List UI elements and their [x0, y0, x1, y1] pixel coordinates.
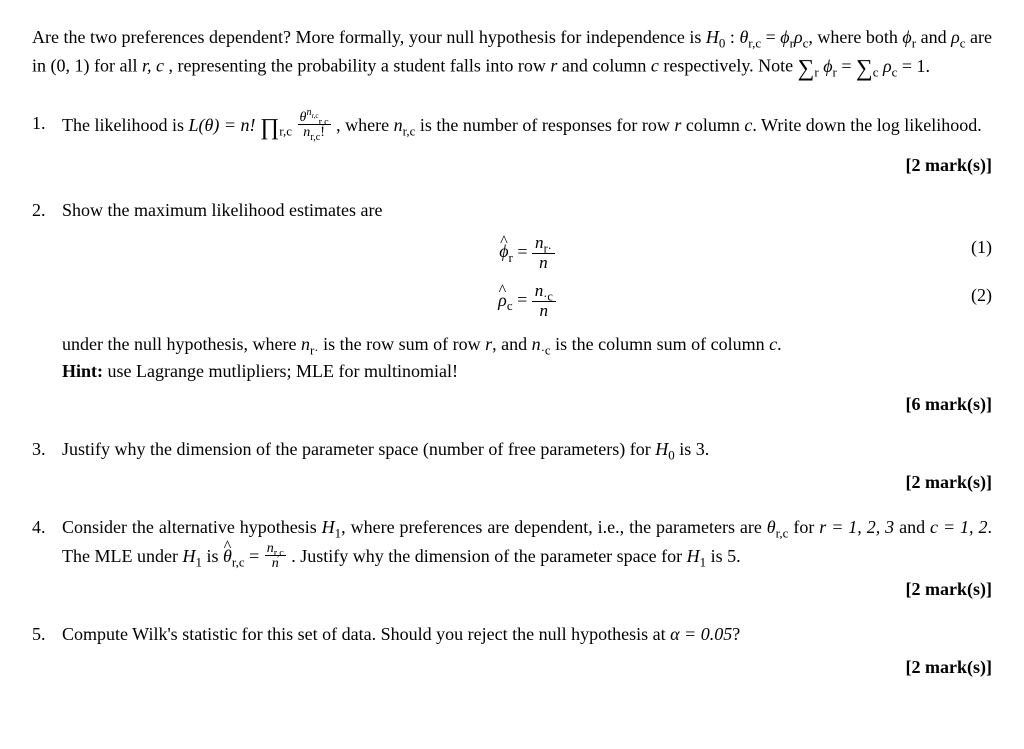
question-3: Justify why the dimension of the paramet… [32, 436, 992, 496]
question-2: Show the maximum likelihood estimates ar… [32, 197, 992, 418]
eq2-tag: (2) [971, 282, 992, 309]
rho-c: ρc [951, 27, 965, 47]
intro-text: and column [562, 56, 651, 76]
q3-text: is 3. [679, 439, 709, 459]
q5-text: Compute Wilk's statistic for this set of… [62, 624, 670, 644]
q4-text: is [202, 546, 223, 566]
r-var: r [550, 56, 557, 76]
q4-text: Consider the alternative hypothesis [62, 517, 322, 537]
q3-marks: [2 mark(s)] [62, 469, 992, 496]
q4-text: is 5. [706, 546, 741, 566]
question-4: Consider the alternative hypothesis H1, … [32, 514, 992, 603]
hint-text: use Lagrange mutlipliers; MLE for multin… [103, 361, 458, 381]
equation-1: ϕr = nr· n (1) [62, 234, 992, 273]
rc-vars: r, c [142, 56, 164, 76]
nrc: nr,c [394, 115, 416, 135]
H1: H1 [687, 546, 706, 566]
question-5: Compute Wilk's statistic for this set of… [32, 621, 992, 681]
intro-text: respectively. Note [663, 56, 797, 76]
c-var: c [651, 56, 659, 76]
intro-text: Are the two preferences dependent? More … [32, 27, 706, 47]
intro-text: and [921, 27, 952, 47]
q2-marks: [6 mark(s)] [62, 391, 992, 418]
r-vals: r = 1, 2, 3 [819, 517, 894, 537]
c-vals: c = 1, 2 [930, 517, 987, 537]
intro-paragraph: Are the two preferences dependent? More … [32, 24, 992, 86]
q5-text: ? [732, 624, 740, 644]
eq1-tag: (1) [971, 234, 992, 261]
q4-text: . Justify why the dimension of the param… [291, 546, 686, 566]
H0: H0 [655, 439, 674, 459]
H1: H1 [322, 517, 341, 537]
q1-text: , where [336, 115, 393, 135]
question-1: The likelihood is L(θ) = n! ∏r,c θnr,cr,… [32, 110, 992, 179]
q4-text: for [793, 517, 819, 537]
q4-mle: θr,c = nr,c n [223, 546, 291, 566]
equation-2: ρc = n·c n (2) [62, 282, 992, 321]
q1-likelihood-expr: L(θ) = n! ∏r,c θnr,cr,c nr,c! [188, 115, 336, 135]
question-list: The likelihood is L(θ) = n! ∏r,c θnr,cr,… [32, 110, 992, 681]
H1: H1 [182, 546, 201, 566]
q2-hint: Hint: use Lagrange mutlipliers; MLE for … [62, 358, 992, 385]
q4-text: , where preferences are dependent, i.e.,… [341, 517, 767, 537]
alpha: α = 0.05 [670, 624, 732, 644]
theta-rc: θr,c [767, 517, 789, 537]
intro-text: where both [817, 27, 902, 47]
q1-marks: [2 mark(s)] [62, 152, 992, 179]
sum-constraint: ∑r ϕr = ∑c ρc = 1. [798, 56, 930, 76]
q2-followup: under the null hypothesis, where nr· is … [62, 331, 992, 358]
phi-r: ϕr [902, 27, 916, 47]
q1-text: The likelihood is [62, 115, 188, 135]
q1-text: column [681, 115, 744, 135]
hint-label: Hint: [62, 361, 103, 381]
q2-text: Show the maximum likelihood estimates ar… [62, 200, 382, 220]
null-hypothesis-expr: H0 : θr,c = ϕrρc, [706, 27, 817, 47]
q5-marks: [2 mark(s)] [62, 654, 992, 681]
q3-text: Justify why the dimension of the paramet… [62, 439, 655, 459]
q1-text: is the number of responses for row [415, 115, 674, 135]
q4-marks: [2 mark(s)] [62, 576, 992, 603]
intro-text: , representing the probability a student… [168, 56, 550, 76]
q1-text: . Write down the log likelihood. [752, 115, 981, 135]
q4-text: and [894, 517, 930, 537]
